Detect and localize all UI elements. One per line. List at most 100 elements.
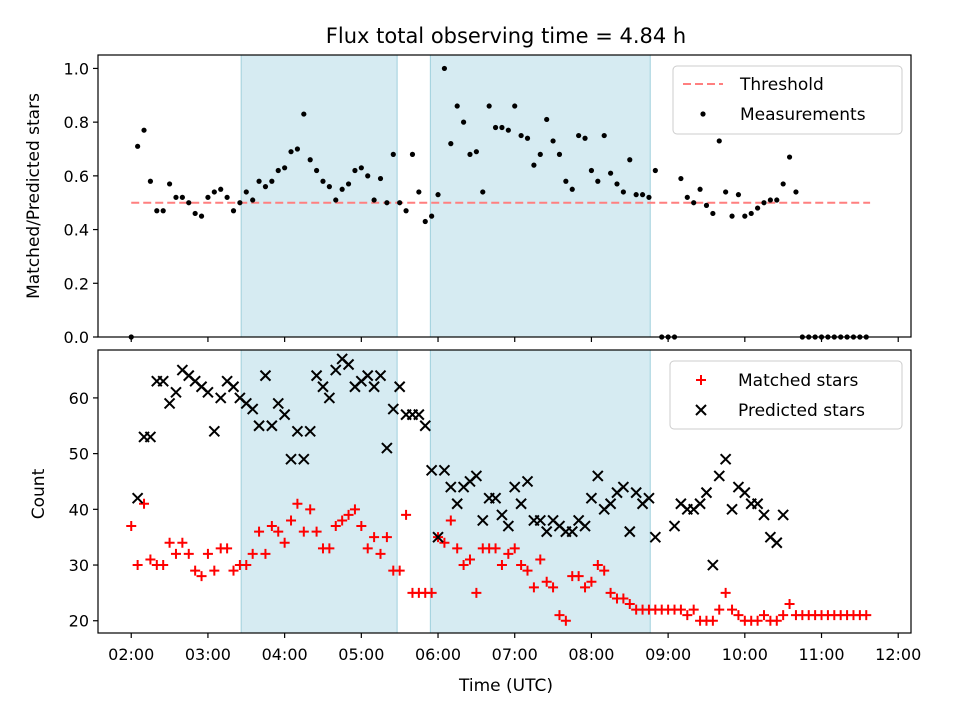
measurement-point <box>365 173 371 179</box>
measurement-point <box>409 151 416 157</box>
predicted-stars-point <box>304 425 316 438</box>
x-tick-label: 09:00 <box>645 645 691 664</box>
bottom-y-tick-label: 20 <box>69 612 89 631</box>
matched-stars-point <box>464 554 475 565</box>
top-y-tick-label: 0.8 <box>64 113 89 132</box>
top-y-tick-label: 0.0 <box>64 328 89 347</box>
legend-measurements-label: Measurements <box>740 105 866 125</box>
measurement-point <box>147 178 154 184</box>
measurement-point <box>473 149 479 155</box>
predicted-stars-point <box>585 492 598 504</box>
measurement-point <box>435 192 441 198</box>
bottom-y-tick-label: 50 <box>69 445 89 464</box>
matched-stars-point <box>554 610 565 621</box>
bottom-y-axis-label: Count <box>29 468 49 519</box>
measurement-point <box>211 189 217 195</box>
matched-stars-point <box>254 526 265 537</box>
matched-stars-point <box>222 543 233 554</box>
measurement-point <box>556 151 563 157</box>
matched-stars-point <box>183 548 194 559</box>
matched-stars-point <box>445 515 456 526</box>
measurement-point <box>639 192 646 198</box>
x-tick-label: 05:00 <box>338 645 384 664</box>
predicted-stars-point <box>445 481 457 493</box>
measurement-point <box>205 194 211 200</box>
measurement-point <box>262 184 269 190</box>
matched-stars-point <box>292 498 303 509</box>
matched-stars-point <box>682 610 693 621</box>
matched-stars-point <box>548 582 559 593</box>
predicted-stars-point <box>489 492 502 504</box>
matched-stars-point <box>375 548 386 559</box>
predicted-stars-point <box>291 425 304 438</box>
measurement-point <box>198 213 205 219</box>
measurement-point <box>786 154 793 160</box>
plot-layer: 0.0 0.2 0.4 0.6 0.8 1.0 20 30 40 50 60 02:00 03:00 04… <box>64 54 921 664</box>
predicted-stars-point <box>413 408 425 421</box>
measurement-point <box>173 194 179 200</box>
matched-stars-point <box>164 537 175 548</box>
predicted-stars-point <box>393 381 406 393</box>
measurement-point <box>607 170 614 176</box>
measurement-point <box>339 186 345 192</box>
predicted-stars-point <box>624 525 636 538</box>
measurement-point <box>703 202 710 208</box>
matched-stars-point <box>624 599 635 610</box>
matched-stars-point <box>139 498 150 509</box>
predicted-stars-point <box>374 369 387 382</box>
predicted-stars-point <box>381 442 393 454</box>
matched-stars-point <box>247 548 258 559</box>
bottom-legend <box>669 360 903 430</box>
predicted-stars-point <box>330 364 342 376</box>
x-tick-label: 03:00 <box>185 645 231 664</box>
matched-stars-point <box>688 604 699 615</box>
predicted-stars-point <box>272 397 284 410</box>
measurement-point <box>326 184 332 190</box>
measurement-point <box>499 124 505 131</box>
measurement-point <box>282 165 288 171</box>
matched-stars-point <box>426 587 437 598</box>
x-tick-label: 02:00 <box>108 645 154 664</box>
predicted-stars-point <box>649 531 662 543</box>
matched-stars-point <box>311 526 322 537</box>
matched-stars-point <box>733 610 744 621</box>
matched-stars-point <box>586 576 597 587</box>
measurement-point <box>684 194 690 200</box>
predicted-stars-point <box>323 392 336 404</box>
matched-stars-point <box>330 521 341 532</box>
measurement-point <box>154 208 160 214</box>
bottom-shaded-span <box>240 349 398 634</box>
predicted-stars-point <box>700 486 713 499</box>
measurement-point <box>307 157 313 163</box>
x-tick-label: 11:00 <box>798 645 844 664</box>
top-y-tick-label: 1.0 <box>64 59 89 78</box>
measurement-point <box>320 178 326 184</box>
matched-stars-point <box>349 504 360 515</box>
matched-stars-point <box>720 587 731 598</box>
measurement-point <box>582 135 588 141</box>
x-tick-label: 07:00 <box>492 645 538 664</box>
measurement-point <box>755 205 761 211</box>
predicted-stars-point <box>253 420 265 432</box>
predicted-stars-point <box>298 453 310 465</box>
x-tick-label: 06:00 <box>415 645 461 664</box>
top-y-axis-label: Matched/Predicted stars <box>24 93 44 299</box>
measurement-point <box>588 167 595 174</box>
matched-stars-point <box>298 526 309 537</box>
chart-title: Flux total observing time = 4.84 h <box>326 24 686 48</box>
matched-stars-point <box>560 615 571 626</box>
matched-stars-point <box>452 543 463 554</box>
matched-stars-point <box>458 560 469 571</box>
matched-stars-point <box>535 554 546 565</box>
measurement-point <box>460 119 467 125</box>
top-y-tick-label: 0.6 <box>64 167 89 186</box>
measurement-point <box>735 192 742 198</box>
legend-predicted-label: Predicted stars <box>738 401 865 421</box>
predicted-stars-point <box>285 453 297 465</box>
measurement-point <box>710 210 716 217</box>
top-shaded-span <box>429 54 651 338</box>
matched-stars-point <box>279 537 290 548</box>
measurement-point <box>301 111 307 117</box>
measurement-point <box>518 132 524 139</box>
matched-stars-point <box>241 560 252 571</box>
